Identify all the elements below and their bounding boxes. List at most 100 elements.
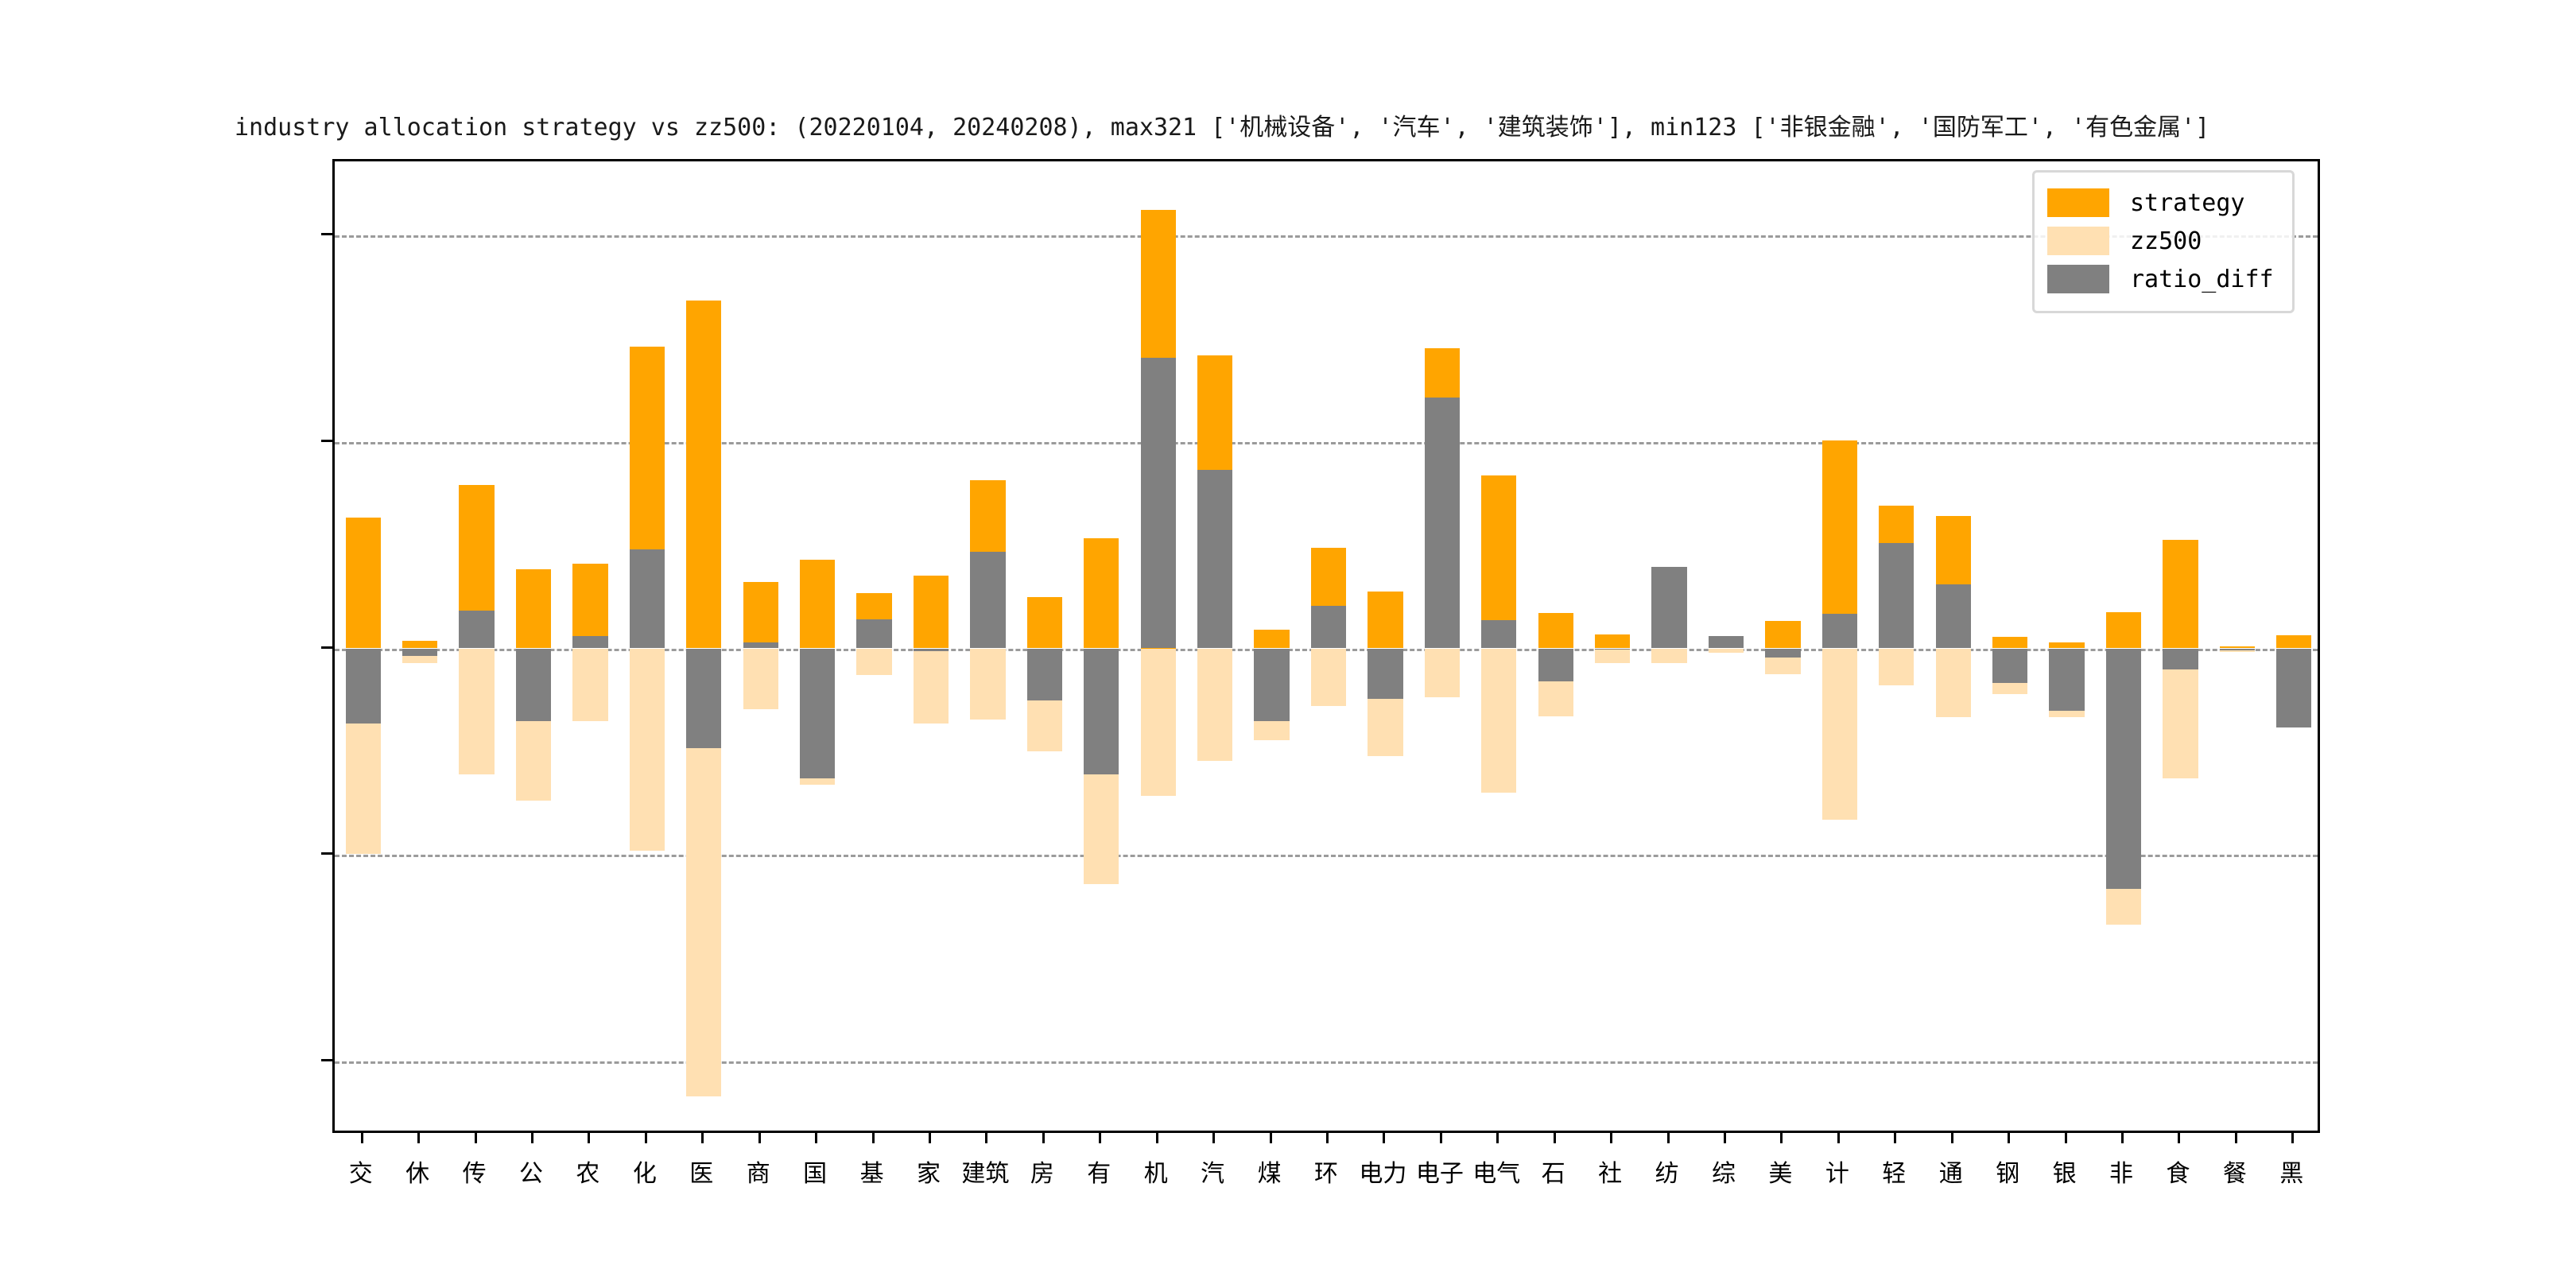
- bar-ratio-diff: [686, 648, 722, 749]
- bar-strategy: [1368, 591, 1403, 649]
- x-axis-tick-label: 有: [1087, 1160, 1111, 1188]
- bar-zz500: [2219, 648, 2255, 652]
- bar-zz500: [1140, 648, 1176, 797]
- bar-strategy: [345, 518, 381, 649]
- bar-ratio-diff: [800, 648, 836, 778]
- x-axis-tick-label: 家: [917, 1160, 941, 1188]
- x-axis-tick-mark: [1950, 1133, 1953, 1143]
- bar-strategy: [1765, 621, 1801, 649]
- bar-ratio-diff: [629, 549, 665, 649]
- x-axis-tick-mark: [2064, 1133, 2067, 1143]
- x-axis-tick-mark: [1496, 1133, 1499, 1143]
- x-axis-tick-label: 社: [1598, 1160, 1623, 1188]
- bar-strategy: [1084, 537, 1119, 649]
- bar-zz500: [459, 648, 495, 774]
- y-axis-tick-mark: [321, 646, 332, 649]
- x-axis-tick-mark: [1212, 1133, 1216, 1143]
- x-axis-tick-label: 公: [519, 1160, 543, 1188]
- bar-ratio-diff: [1708, 635, 1744, 649]
- bar-strategy: [2105, 612, 2142, 649]
- x-axis-tick-label: 化: [632, 1160, 657, 1188]
- bar-ratio-diff: [2105, 648, 2142, 890]
- x-axis-tick-label: 美: [1768, 1160, 1793, 1188]
- bar-ratio-diff: [402, 648, 438, 656]
- bar-ratio-diff: [1992, 648, 2028, 683]
- x-axis-tick-mark: [474, 1133, 477, 1143]
- bar-ratio-diff: [856, 619, 892, 649]
- x-axis-tick-label: 商: [746, 1160, 770, 1188]
- bar-ratio-diff: [743, 642, 778, 649]
- bar-strategy: [2276, 635, 2312, 649]
- x-axis-tick-mark: [1439, 1133, 1442, 1143]
- legend-item[interactable]: ratio_diff: [2047, 260, 2279, 298]
- gridline: [335, 235, 2318, 239]
- legend-swatch: [2047, 188, 2109, 217]
- x-axis-tick-label: 环: [1314, 1160, 1338, 1188]
- x-axis-tick-mark: [417, 1133, 421, 1143]
- x-axis-tick-label: 纺: [1655, 1160, 1679, 1188]
- bar-ratio-diff: [572, 636, 608, 649]
- bar-zz500: [1708, 648, 1744, 653]
- bar-strategy: [1538, 612, 1573, 649]
- bar-strategy: [743, 581, 778, 649]
- x-axis-tick-mark: [701, 1133, 704, 1143]
- x-axis-tick-mark: [1724, 1133, 1726, 1143]
- legend-item[interactable]: strategy: [2047, 184, 2279, 222]
- x-axis: 交 休 传 公 农 化 医 商 国 基 家建筑房 有 机 汽 煤 环电力 电子 电气石 社 纺 综 美 计 轻 通 钢 银 非 食 餐 黑: [332, 1133, 2320, 1197]
- bar-zz500: [743, 648, 778, 709]
- gridline: [335, 441, 2318, 444]
- bar-ratio-diff: [1538, 648, 1573, 681]
- bar-ratio-diff: [1879, 543, 1915, 649]
- x-axis-tick-mark: [2234, 1133, 2237, 1143]
- x-axis-tick-mark: [815, 1133, 818, 1143]
- bar-ratio-diff: [913, 648, 949, 652]
- bar-zz500: [1879, 648, 1915, 686]
- plot-inner: [335, 161, 2318, 1131]
- bar-zz500: [970, 648, 1006, 720]
- bar-ratio-diff: [1140, 358, 1176, 649]
- bar-zz500: [1651, 648, 1687, 664]
- x-axis-tick-mark: [1610, 1133, 1613, 1143]
- x-axis-tick-label: 传: [462, 1160, 487, 1188]
- x-axis-tick-mark: [1837, 1133, 1840, 1143]
- bar-ratio-diff: [1254, 648, 1290, 722]
- bar-ratio-diff: [1935, 584, 1971, 649]
- bar-strategy: [402, 641, 438, 649]
- x-axis-tick-mark: [2121, 1133, 2124, 1143]
- x-axis-tick-label: 机: [1143, 1160, 1168, 1188]
- bar-strategy: [1481, 475, 1517, 649]
- x-axis-tick-label: 电子: [1415, 1160, 1464, 1188]
- x-axis-tick-mark: [2178, 1133, 2181, 1143]
- legend-item[interactable]: zz500: [2047, 222, 2279, 260]
- bar-ratio-diff: [2049, 648, 2085, 711]
- bar-zz500: [1821, 648, 1857, 821]
- x-axis-tick-mark: [360, 1133, 363, 1143]
- x-axis-tick-label: 食: [2166, 1160, 2190, 1188]
- x-axis-tick-label: 建筑: [961, 1160, 1010, 1188]
- legend: strategy zz500 ratio_diff: [2032, 170, 2295, 313]
- x-axis-tick-mark: [871, 1133, 875, 1143]
- plot-area: [332, 159, 2320, 1133]
- bar-zz500: [1481, 648, 1517, 793]
- x-axis-tick-mark: [1894, 1133, 1897, 1143]
- x-axis-tick-label: 休: [405, 1160, 430, 1188]
- bar-strategy: [1992, 637, 2028, 649]
- x-axis-tick-mark: [531, 1133, 533, 1143]
- y-axis-tick-mark: [321, 233, 332, 236]
- x-axis-tick-mark: [588, 1133, 591, 1143]
- y-axis-tick-mark: [321, 439, 332, 442]
- bar-strategy: [913, 576, 949, 649]
- bar-strategy: [515, 569, 552, 649]
- x-axis-tick-label: 非: [2109, 1160, 2133, 1188]
- gridline: [335, 1061, 2318, 1064]
- x-axis-tick-label: 石: [1541, 1160, 1565, 1188]
- legend-label: zz500: [2130, 227, 2202, 255]
- bar-ratio-diff: [1595, 648, 1631, 650]
- chart-title: industry allocation strategy vs zz500: (…: [235, 114, 2210, 142]
- bar-strategy: [800, 559, 836, 649]
- x-axis-tick-mark: [1155, 1133, 1158, 1143]
- x-axis-tick-mark: [758, 1133, 761, 1143]
- y-axis-tick-mark: [321, 1058, 332, 1061]
- x-axis-tick-label: 汽: [1201, 1160, 1225, 1188]
- bar-zz500: [1310, 648, 1347, 707]
